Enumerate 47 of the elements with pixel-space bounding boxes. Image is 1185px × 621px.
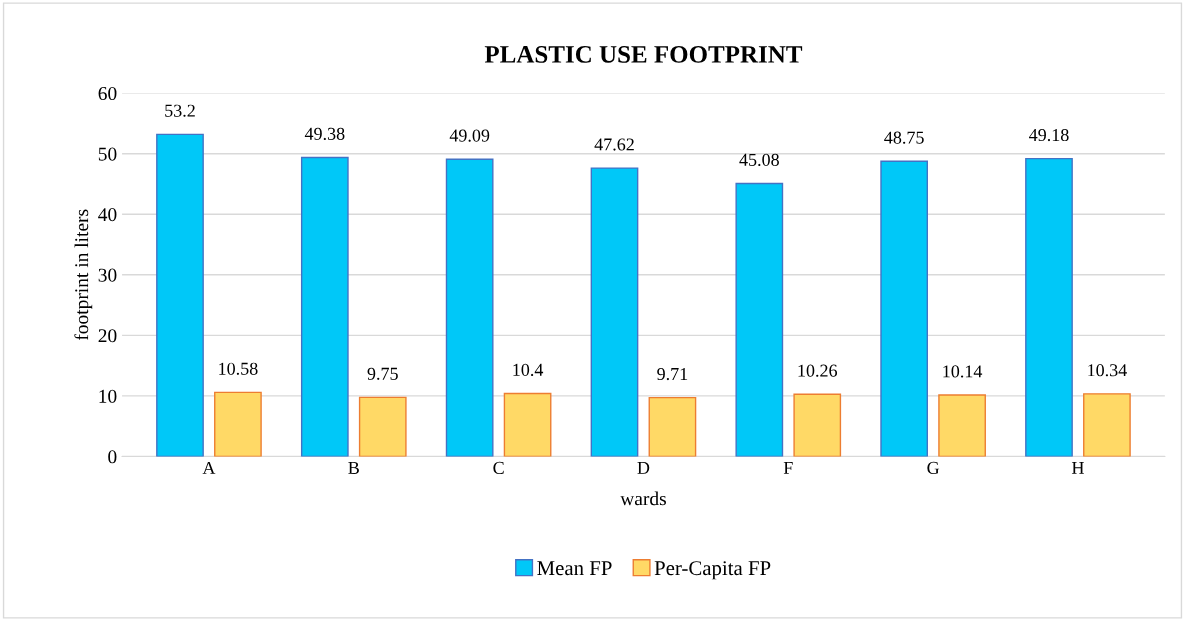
bar [156, 133, 204, 457]
bar [358, 396, 407, 457]
data-label: 10.14 [943, 365, 983, 378]
y-tick-label: 10 [99, 389, 117, 403]
data-label: 49.09 [449, 129, 490, 142]
bar [938, 394, 986, 457]
data-label: 10.26 [798, 364, 838, 377]
bar [590, 167, 639, 457]
bar [735, 182, 784, 457]
chart-title: PLASTIC USE FOOTPRINT [484, 46, 803, 63]
bar [793, 393, 842, 457]
data-label: 48.75 [884, 131, 924, 144]
x-tick-label: H [1071, 462, 1084, 474]
x-axis-title: wards [620, 491, 666, 506]
x-tick-label: D [637, 462, 650, 474]
bar [1083, 393, 1131, 457]
bar [1025, 157, 1073, 457]
y-tick-label: 50 [98, 147, 117, 161]
legend-label: Per-Capita FP [654, 561, 771, 580]
data-label: 53.2 [165, 104, 195, 117]
x-tick-label: C [493, 461, 504, 474]
y-tick-label: 40 [98, 208, 117, 222]
data-label: 10.4 [513, 363, 544, 376]
bar [648, 396, 697, 457]
data-label: 49.38 [304, 127, 345, 140]
x-tick-label: B [348, 462, 359, 474]
data-label: 10.34 [1088, 364, 1127, 377]
data-label: 10.58 [219, 362, 258, 375]
x-tick-label: F [783, 462, 793, 474]
data-label: 47.62 [594, 138, 634, 151]
data-label: 9.71 [657, 367, 688, 381]
bar [214, 391, 262, 457]
y-tick-label: 60 [98, 86, 117, 101]
data-label: 49.18 [1029, 128, 1069, 142]
x-tick-label: G [927, 461, 940, 474]
data-label: 45.08 [739, 153, 779, 167]
y-tick-label: 30 [98, 268, 117, 282]
y-axis-title: footprint in liters [74, 209, 93, 341]
legend-label: Mean FP [537, 561, 612, 576]
data-label: 9.75 [367, 367, 398, 380]
bar [503, 392, 552, 457]
bar [445, 158, 494, 457]
y-tick-label: 20 [98, 329, 117, 343]
y-tick-label: 0 [108, 450, 117, 464]
x-tick-label: A [202, 461, 216, 474]
bar [880, 160, 929, 457]
bar [300, 156, 349, 457]
